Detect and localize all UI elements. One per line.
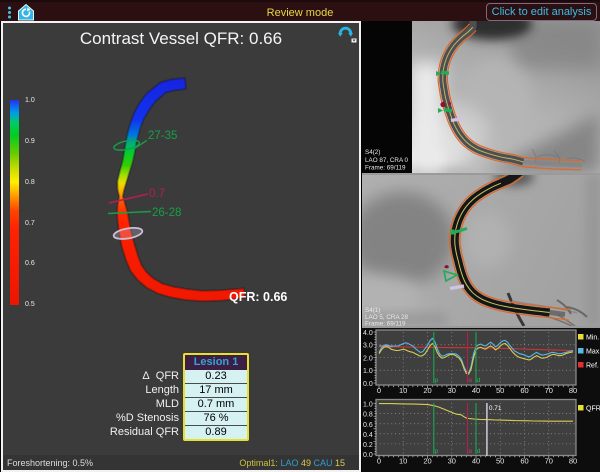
svg-text:0.8: 0.8 xyxy=(363,412,373,419)
svg-text:20: 20 xyxy=(423,457,431,466)
svg-text:0: 0 xyxy=(377,457,381,466)
svg-text:0.2: 0.2 xyxy=(363,442,373,449)
svg-text:QFR: 0.66: QFR: 0.66 xyxy=(229,290,287,304)
svg-text:S4(2): S4(2) xyxy=(365,149,380,156)
svg-text:60: 60 xyxy=(520,386,528,395)
svg-text:0.4: 0.4 xyxy=(363,432,373,439)
svg-text:0.5: 0.5 xyxy=(25,301,35,308)
svg-text:p: p xyxy=(435,449,439,455)
svg-text:30: 30 xyxy=(448,457,456,466)
svg-text:0.6: 0.6 xyxy=(25,260,35,267)
svg-text:70: 70 xyxy=(545,386,553,395)
svg-text:30: 30 xyxy=(448,386,456,395)
svg-text:80: 80 xyxy=(569,386,577,395)
svg-text:0.0: 0.0 xyxy=(363,381,373,388)
svg-text:50: 50 xyxy=(496,457,504,466)
svg-text:2.0: 2.0 xyxy=(363,356,373,363)
svg-text:26-28: 26-28 xyxy=(152,207,181,219)
svg-text:0.71: 0.71 xyxy=(489,405,502,412)
svg-text:0.7: 0.7 xyxy=(25,220,35,227)
svg-text:10: 10 xyxy=(399,386,407,395)
svg-text:0.7: 0.7 xyxy=(149,188,165,200)
svg-text:0: 0 xyxy=(377,386,381,395)
svg-text:o: o xyxy=(469,449,473,455)
svg-text:10: 10 xyxy=(399,457,407,466)
svg-text:d: d xyxy=(477,378,480,384)
svg-text:0.6: 0.6 xyxy=(363,422,373,429)
svg-text:Min.: Min. xyxy=(586,335,599,342)
svg-text:80: 80 xyxy=(569,457,577,466)
svg-text:S4(1): S4(1) xyxy=(365,307,380,314)
svg-text:d: d xyxy=(477,449,480,455)
svg-text:50: 50 xyxy=(496,386,504,395)
svg-text:1.0: 1.0 xyxy=(363,368,373,375)
svg-text:LAO 87, CRA 0: LAO 87, CRA 0 xyxy=(365,157,409,164)
svg-text:Frame: 69/119: Frame: 69/119 xyxy=(365,321,406,327)
svg-text:40: 40 xyxy=(472,457,480,466)
svg-text:3.0: 3.0 xyxy=(363,343,373,350)
svg-text:0.9: 0.9 xyxy=(25,138,35,145)
svg-text:Ref.: Ref. xyxy=(586,363,599,370)
svg-text:40: 40 xyxy=(472,386,480,395)
svg-text:1.0: 1.0 xyxy=(25,97,35,104)
svg-text:20: 20 xyxy=(423,386,431,395)
svg-text:Max.: Max. xyxy=(586,349,600,356)
svg-text:LAO 5, CRA 28: LAO 5, CRA 28 xyxy=(365,314,409,321)
svg-text:70: 70 xyxy=(545,457,553,466)
svg-text:60: 60 xyxy=(520,457,528,466)
svg-text:27-35: 27-35 xyxy=(148,130,177,142)
svg-text:0.0: 0.0 xyxy=(363,452,373,459)
svg-text:Frame: 69/119: Frame: 69/119 xyxy=(365,165,406,172)
svg-text:QFR: QFR xyxy=(586,406,600,413)
svg-text:0.8: 0.8 xyxy=(25,179,35,186)
svg-text:4.0: 4.0 xyxy=(363,330,373,337)
svg-text:1.0: 1.0 xyxy=(363,402,373,409)
svg-text:p: p xyxy=(435,378,439,384)
svg-text:o: o xyxy=(469,378,473,384)
